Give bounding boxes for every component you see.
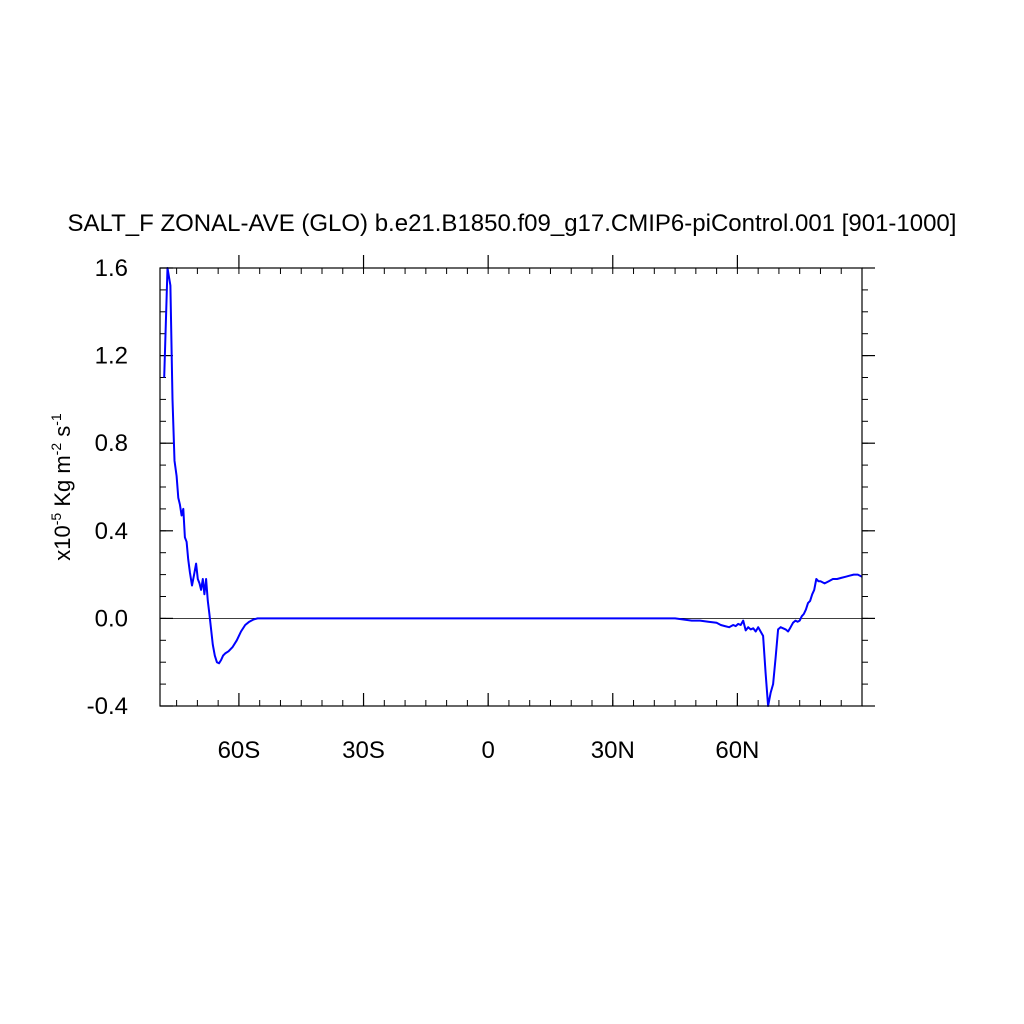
y-tick-label: 0.4 [95,518,128,545]
chart-title: SALT_F ZONAL-AVE (GLO) b.e21.B1850.f09_g… [68,210,957,237]
y-axis-label: x10-5 Kg m-2 s-1 [48,413,75,561]
x-tick-label: 30S [342,737,385,764]
y-tick-label: 0.0 [95,605,128,632]
y-axis-label-prefix: x10 [50,525,75,560]
y-tick-label: 1.6 [95,255,128,282]
x-tick-label: 60N [715,737,759,764]
y-tick-label: 0.8 [95,430,128,457]
x-tick-label: 60S [218,737,261,764]
y-axis-label-exponent-m: -2 [48,443,64,456]
y-axis-label-exponent: -5 [48,513,64,526]
y-axis-label-exponent-s: -1 [48,413,64,426]
y-axis-label-unit-kgm: Kg m [50,455,75,512]
y-tick-label: 1.2 [95,343,128,370]
x-tick-label: 30N [591,737,635,764]
x-tick-label: 0 [481,737,494,764]
y-axis-label-unit-s: s [50,426,75,443]
y-tick-label: -0.4 [87,693,128,720]
